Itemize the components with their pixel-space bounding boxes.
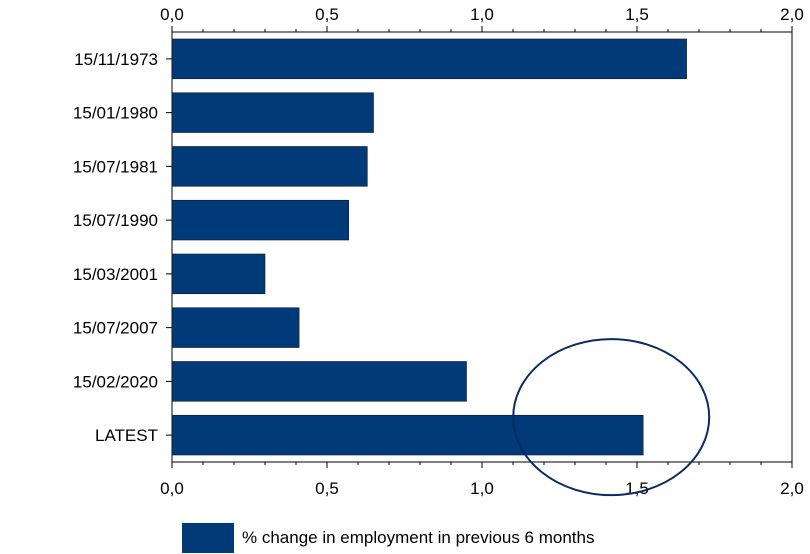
- bar: [171, 199, 349, 241]
- category-labels: 15/11/1973 15/01/1980 15/07/1981 15/07/1990…: [73, 50, 158, 445]
- x-tick-label-top: 0,0: [160, 5, 184, 24]
- x-tick-label-top: 1,5: [625, 5, 649, 24]
- category-label: LATEST: [95, 426, 158, 445]
- category-label: 15/02/2020: [73, 372, 158, 391]
- category-label: 15/11/1973: [74, 50, 158, 69]
- x-tick-label-top: 2,0: [780, 5, 804, 24]
- category-label: 15/07/2007: [73, 319, 158, 338]
- legend-label: % change in employment in previous 6 mon…: [242, 528, 595, 547]
- highlight-circle: [512, 338, 711, 497]
- x-tick-label-bottom: 0,0: [160, 479, 184, 498]
- bars-group: [166, 38, 687, 456]
- bar: [171, 38, 687, 80]
- bar: [171, 253, 266, 295]
- x-tick-label-bottom: 1,5: [625, 479, 649, 498]
- category-label: 15/07/1981: [73, 157, 158, 176]
- x-tick-label-bottom: 0,5: [315, 479, 339, 498]
- legend: % change in employment in previous 6 mon…: [182, 522, 594, 554]
- bar: [171, 307, 300, 348]
- bar: [171, 146, 368, 187]
- legend-swatch: [182, 523, 234, 553]
- x-tick-label-top: 1,0: [470, 5, 494, 24]
- x-tick-label-bottom: 2,0: [780, 479, 804, 498]
- bar: [171, 414, 644, 456]
- x-tick-label-top: 0,5: [315, 5, 339, 24]
- bar: [171, 361, 467, 402]
- bar: [171, 92, 374, 133]
- category-label: 15/01/1980: [73, 104, 158, 123]
- x-tick-label-bottom: 1,0: [470, 479, 494, 498]
- category-label: 15/03/2001: [73, 265, 158, 284]
- category-label: 15/07/1990: [73, 211, 158, 230]
